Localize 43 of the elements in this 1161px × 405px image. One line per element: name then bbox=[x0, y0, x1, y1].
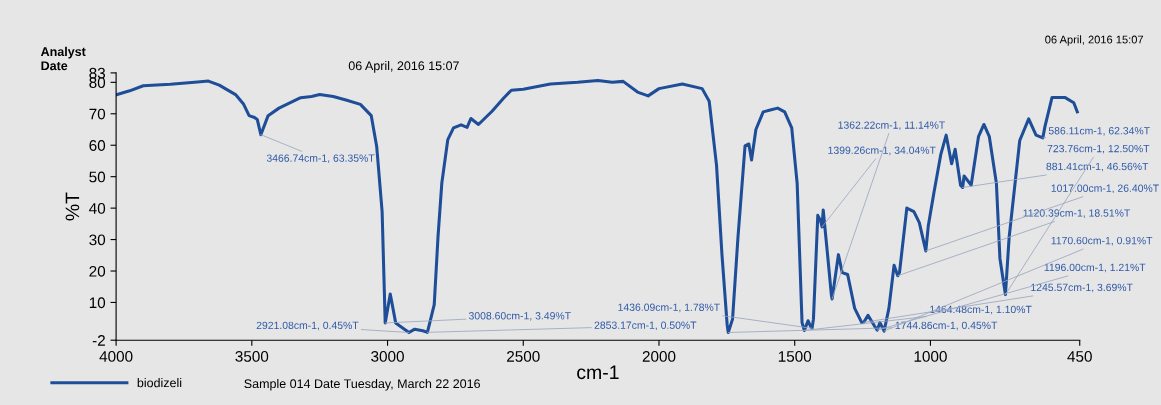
x-tick-label: 1500 bbox=[778, 351, 812, 362]
annotation: 586.11cm-1, 62.34%T bbox=[1048, 127, 1150, 136]
annotation: 1464.48cm-1, 1.10%T bbox=[930, 305, 1032, 315]
annotation: 881.41cm-1, 46.56%T bbox=[1046, 162, 1149, 172]
y-tick-label: -2 bbox=[92, 335, 105, 346]
annotation: 3466.74cm-1, 63.35%T bbox=[266, 154, 375, 164]
annotation: 1399.26cm-1, 34.04%T bbox=[828, 146, 936, 156]
y-tick-label: 50 bbox=[89, 171, 106, 183]
y-tick-label: 30 bbox=[89, 234, 106, 246]
text: 06 April, 2016 15:07 bbox=[1045, 35, 1144, 46]
annotation: 1245.57cm-1, 3.69%T bbox=[1031, 283, 1133, 293]
annotation: 2921.08cm-1, 0.45%T bbox=[256, 321, 359, 331]
text: 06 April, 2016 15:07 bbox=[348, 61, 459, 73]
annotation: 1362.22cm-1, 11.14%T bbox=[838, 121, 945, 130]
annotation: 2853.17cm-1, 0.50%T bbox=[594, 321, 697, 331]
annotation: 1436.09cm-1, 1.78%T bbox=[618, 303, 720, 313]
y-tick-label: 20 bbox=[89, 265, 106, 277]
text: Date bbox=[41, 61, 68, 71]
x-tick-label: 2000 bbox=[642, 351, 676, 362]
y-axis-title: %T bbox=[65, 192, 80, 221]
x-tick-label: 2500 bbox=[507, 351, 540, 362]
annotation: 1744.86cm-1, 0.45%T bbox=[895, 321, 998, 331]
x-axis-title: cm-1 bbox=[577, 365, 619, 380]
x-tick-label: 3500 bbox=[235, 351, 269, 362]
annotation: 3008.60cm-1, 3.49%T bbox=[468, 312, 571, 321]
annotation: 1196.00cm-1, 1.21%T bbox=[1044, 263, 1146, 273]
x-tick-label: 450 bbox=[1067, 351, 1092, 362]
text: Sample 014 Date Tuesday, March 22 2016 bbox=[244, 378, 480, 391]
x-tick-label: 3000 bbox=[371, 351, 404, 362]
text: biodizeli bbox=[137, 378, 182, 388]
y-tick-label: 70 bbox=[89, 108, 106, 120]
y-tick-label: 40 bbox=[89, 202, 106, 214]
text: Analyst bbox=[40, 46, 86, 59]
x-tick-label: 4000 bbox=[99, 351, 133, 362]
y-tick-label: 80 bbox=[89, 77, 106, 89]
x-tick-label: 1000 bbox=[914, 351, 947, 362]
y-tick-label: 10 bbox=[89, 297, 106, 309]
annotation: 723.76cm-1, 12.50%T bbox=[1047, 144, 1150, 154]
y-tick-label: 83 bbox=[89, 67, 106, 79]
annotation: 1017.00cm-1, 26.40%T bbox=[1051, 184, 1159, 194]
annotation: 1120.39cm-1, 18.51%T bbox=[1023, 209, 1131, 218]
annotation: 1170.60cm-1, 0.91%T bbox=[1051, 236, 1153, 246]
y-tick-label: 60 bbox=[89, 140, 106, 151]
